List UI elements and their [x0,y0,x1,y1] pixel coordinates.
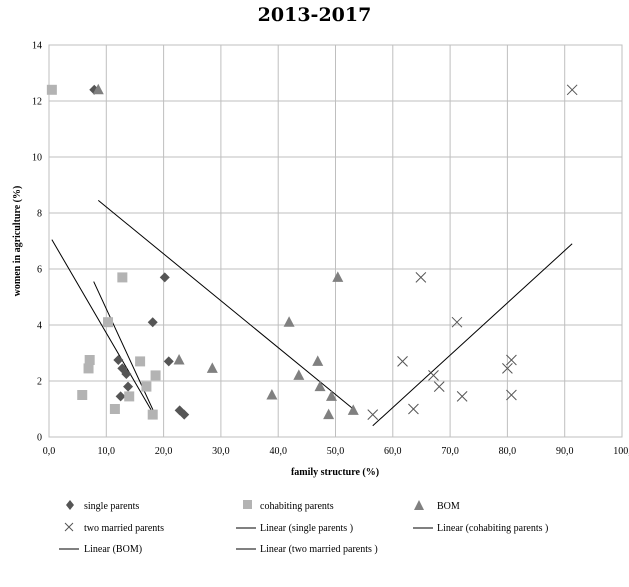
legend-marker-square [243,500,252,509]
grid-lines [48,44,623,438]
legend-label: BOM [437,501,460,512]
data-point-triangle [314,380,326,392]
y-tick-label: 0 [37,433,42,444]
legend-item-linear-single: Linear (single parents ) [236,523,353,534]
legend-label: Linear (cohabiting parents ) [437,523,548,534]
legend-marker-diamond [66,500,74,510]
x-tick-label: 40,0 [269,446,287,457]
x-tick-label: 50,0 [327,446,345,457]
data-point-x [367,409,379,420]
data-point-triangle [293,369,305,380]
data-point-x [566,84,578,96]
y-tick-label: 12 [32,97,42,108]
trendline [93,281,155,413]
data-point-square [84,355,95,365]
data-point-triangle [173,354,185,365]
data-point-diamond [159,272,170,283]
legend-label: cohabiting parents [260,501,334,512]
data-point-x [451,316,463,328]
x-tick-label: 20,0 [155,446,173,457]
x-tick-label: 100, [613,446,629,457]
data-point-triangle [266,389,278,400]
data-point-triangle [347,404,359,415]
data-point-triangle [312,355,324,366]
y-axis-label: women in agriculture (%) [12,186,23,297]
data-point-x [397,356,408,367]
legend-item-linear-bom: Linear (BOM) [59,544,142,555]
data-point-square [77,390,88,400]
x-tick-label: 90,0 [556,446,574,457]
y-tick-label: 14 [32,41,42,52]
data-point-square [46,84,57,95]
legend-marker-triangle [414,500,424,510]
data-point-diamond [123,381,134,392]
trendline [97,200,354,410]
x-tick-label: 60,0 [384,446,402,457]
x-tick-label: 30,0 [212,446,230,457]
y-tick-label: 2 [37,377,42,388]
data-point-diamond [179,409,190,420]
y-tick-labels: 0 2 4 6 8 10 12 14 [32,41,42,444]
legend-label: Linear (BOM) [84,544,142,555]
legend-label: Linear (single parents ) [260,523,353,534]
x-tick-label: 80,0 [499,446,517,457]
legend-item-bom: BOM [414,500,460,512]
data-point-square [117,272,128,283]
data-point-diamond [121,369,132,379]
data-point-x [456,391,468,402]
data-point-triangle [323,408,335,420]
data-point-x [502,363,513,374]
x-tick-labels: 0,0 10,0 20,0 30,0 40,0 50,0 60,0 70,0 80,0 90,0 1… [43,446,629,457]
y-tick-label: 8 [37,209,42,220]
x-tick-label: 10,0 [98,446,116,457]
data-point-square [150,370,161,381]
data-point-triangle [283,316,295,327]
plot-border [48,44,623,438]
data-point-x [408,403,419,415]
data-point-square [83,363,94,374]
legend-item-single-parents: single parents [66,500,139,512]
data-point-square [109,404,120,414]
data-point-square [135,356,146,367]
y-tick-label: 6 [37,265,42,276]
legend-label: Linear (two married parents ) [260,544,378,555]
y-tick-label: 10 [32,153,42,164]
data-point-square [141,381,152,392]
data-point-x [506,354,517,366]
data-point-triangle [206,362,218,373]
data-point-diamond [113,355,124,365]
legend-label: two married parents [84,523,164,534]
data-point-diamond [163,356,174,367]
data-point-triangle [332,271,344,282]
legend-item-two-married-parents: two married parents [64,522,164,534]
trendline [51,239,155,415]
data-point-x [506,389,517,401]
x-axis-label: family structure (%) [291,467,379,478]
legend-label: single parents [84,501,139,512]
data-point-x [415,272,427,283]
x-tick-label: 0,0 [43,446,56,457]
legend: single parents cohabiting parents BOM tw… [59,500,548,555]
legend-marker-x [64,522,74,532]
data-point-triangle [325,390,337,401]
legend-item-cohabiting-parents: cohabiting parents [243,500,334,512]
data-point-diamond [115,391,126,402]
data-point-triangle [92,83,104,95]
data-point-square [103,317,114,328]
legend-item-linear-cohabiting: Linear (cohabiting parents ) [413,523,548,534]
data-point-x [428,370,439,381]
x-tick-label: 70,0 [441,446,459,457]
data-point-square [124,391,135,402]
y-tick-label: 4 [37,321,42,332]
data-points [46,83,578,420]
data-point-x [433,381,445,392]
data-point-square [147,409,158,420]
trendline [372,243,573,427]
chart-title: 2013-2017 [257,4,372,26]
data-point-diamond [147,317,158,328]
legend-item-linear-two-married: Linear (two married parents ) [236,544,378,555]
